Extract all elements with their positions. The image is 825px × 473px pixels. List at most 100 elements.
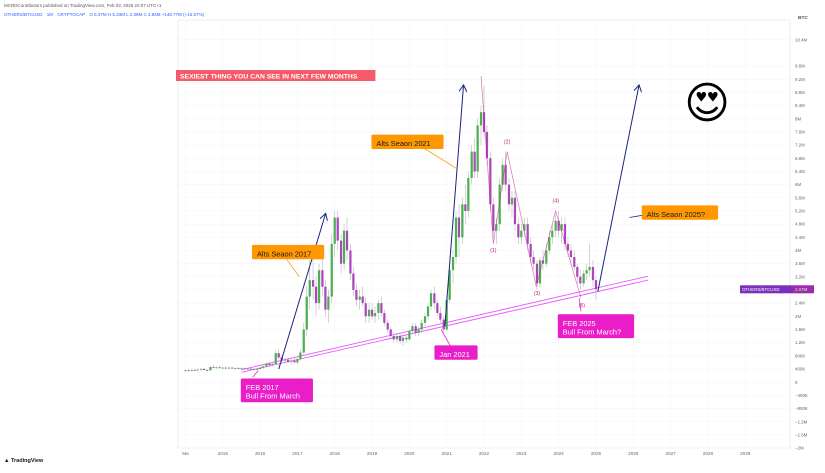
candle-body: [258, 367, 262, 369]
price-badge: OTHERS/BTCUSD 2.82M: [740, 285, 814, 294]
candle-body: [560, 224, 563, 231]
candle-bear: [187, 368, 190, 372]
candle-body: [535, 263, 539, 284]
candle-body: [271, 364, 274, 366]
candle-body: [377, 303, 380, 314]
candle-body: [218, 367, 221, 369]
candle-body: [442, 319, 445, 330]
candle-body: [451, 257, 455, 271]
candle-bull: [448, 266, 451, 304]
chart-title: SEXIEST THING YOU CAN SEE IN NEXT FEW MO…: [176, 70, 376, 81]
annotation-text: Alts Seaon 2017: [257, 250, 311, 259]
candle-body: [420, 322, 423, 330]
candle-body: [308, 280, 311, 297]
candle-body: [498, 184, 501, 225]
annotation-text: Bull From March: [246, 392, 300, 401]
candle-bull: [548, 230, 551, 254]
candle-body: [252, 368, 255, 370]
y-tick-label: 8M: [795, 116, 801, 121]
candle-body: [274, 353, 277, 365]
candle-bull: [429, 289, 433, 310]
candle-bull: [501, 158, 504, 192]
annotation-box: [641, 205, 719, 220]
candle-bear: [576, 263, 579, 284]
candle-bull: [520, 224, 523, 244]
candle-bull: [299, 349, 302, 361]
candle-bull: [551, 224, 554, 244]
candle-bull: [423, 313, 427, 327]
candle-body: [190, 369, 193, 371]
candle-body: [579, 276, 582, 284]
candle-body: [364, 303, 367, 317]
y-axis: BTC 10.4M 9.6M 9.2M 8.8M 8.4M 8M 7.6M 7.2M 6.8M 6.…: [795, 15, 808, 451]
candle-body: [296, 359, 299, 363]
candle-bear: [205, 368, 209, 371]
y-tick-label: 4.4M: [795, 235, 805, 240]
candle-body: [405, 337, 408, 340]
annotation-text: FEB 2025: [563, 319, 596, 328]
candle-body: [370, 309, 374, 317]
candle-bear: [439, 306, 442, 323]
candle-body: [588, 266, 591, 271]
candle-bear: [352, 266, 355, 297]
candle-body: [576, 266, 579, 277]
candle-bull: [451, 250, 455, 284]
wave-path: (1) (2) (3) (4) (5): [480, 75, 585, 309]
candle-bull: [308, 260, 311, 310]
candle-body: [277, 353, 280, 358]
candle-body: [352, 273, 355, 290]
candle-bear: [532, 250, 535, 271]
candle-bear: [517, 217, 520, 244]
y-tick-label: 6.4M: [795, 169, 805, 174]
candle-body: [209, 367, 212, 371]
x-tick-label: 2017: [292, 451, 303, 456]
candle-body: [386, 322, 389, 330]
candle-bear: [361, 286, 364, 307]
candle-bull: [498, 178, 501, 231]
wave-label: (3): [534, 291, 541, 297]
candle-body: [289, 360, 293, 362]
y-tick-label: 6.8M: [795, 156, 805, 161]
candle-body: [212, 367, 215, 368]
currency-label: BTC: [798, 15, 808, 21]
candle-bear: [436, 299, 439, 317]
grid: [177, 19, 791, 449]
candle-body: [196, 369, 199, 371]
candle-body: [433, 293, 436, 304]
candle-bear: [579, 270, 582, 290]
y-tick-label: 8.8M: [795, 90, 805, 95]
candle-body: [324, 286, 327, 310]
candle-bull: [342, 224, 346, 271]
candle-bull: [261, 365, 265, 369]
candle-body: [246, 368, 249, 370]
candle-bull: [411, 322, 414, 335]
candle-bear: [252, 367, 255, 370]
projection-arrow: [597, 86, 639, 292]
label-pointer: [285, 258, 300, 278]
annotation-box: [252, 244, 325, 260]
annotation-text: Jan 2021: [439, 350, 469, 359]
candle-bull: [184, 369, 187, 372]
candle-body: [507, 184, 511, 205]
candle-body: [417, 329, 420, 333]
x-tick-label: 2022: [479, 451, 490, 456]
logo-icon: ▲: [4, 458, 10, 464]
tradingview-logo: ▲ TradingView: [4, 458, 43, 464]
candle-body: [541, 260, 545, 264]
candle-body: [228, 367, 231, 369]
candle-bull: [470, 145, 473, 185]
candle-body: [389, 329, 392, 337]
candle-bull: [317, 263, 321, 310]
x-tick-label: 2016: [255, 451, 266, 456]
wave-label: (2): [504, 139, 511, 145]
candle-bear: [457, 204, 461, 258]
price-badge-value-box: [792, 285, 814, 294]
price-badge-value: 2.82M: [795, 287, 808, 292]
candle-bull: [283, 357, 287, 363]
candle-body: [423, 316, 427, 323]
y-tick-label: 4.8M: [795, 222, 805, 227]
candle-bear: [336, 210, 339, 251]
projection-arrow: [444, 86, 464, 327]
